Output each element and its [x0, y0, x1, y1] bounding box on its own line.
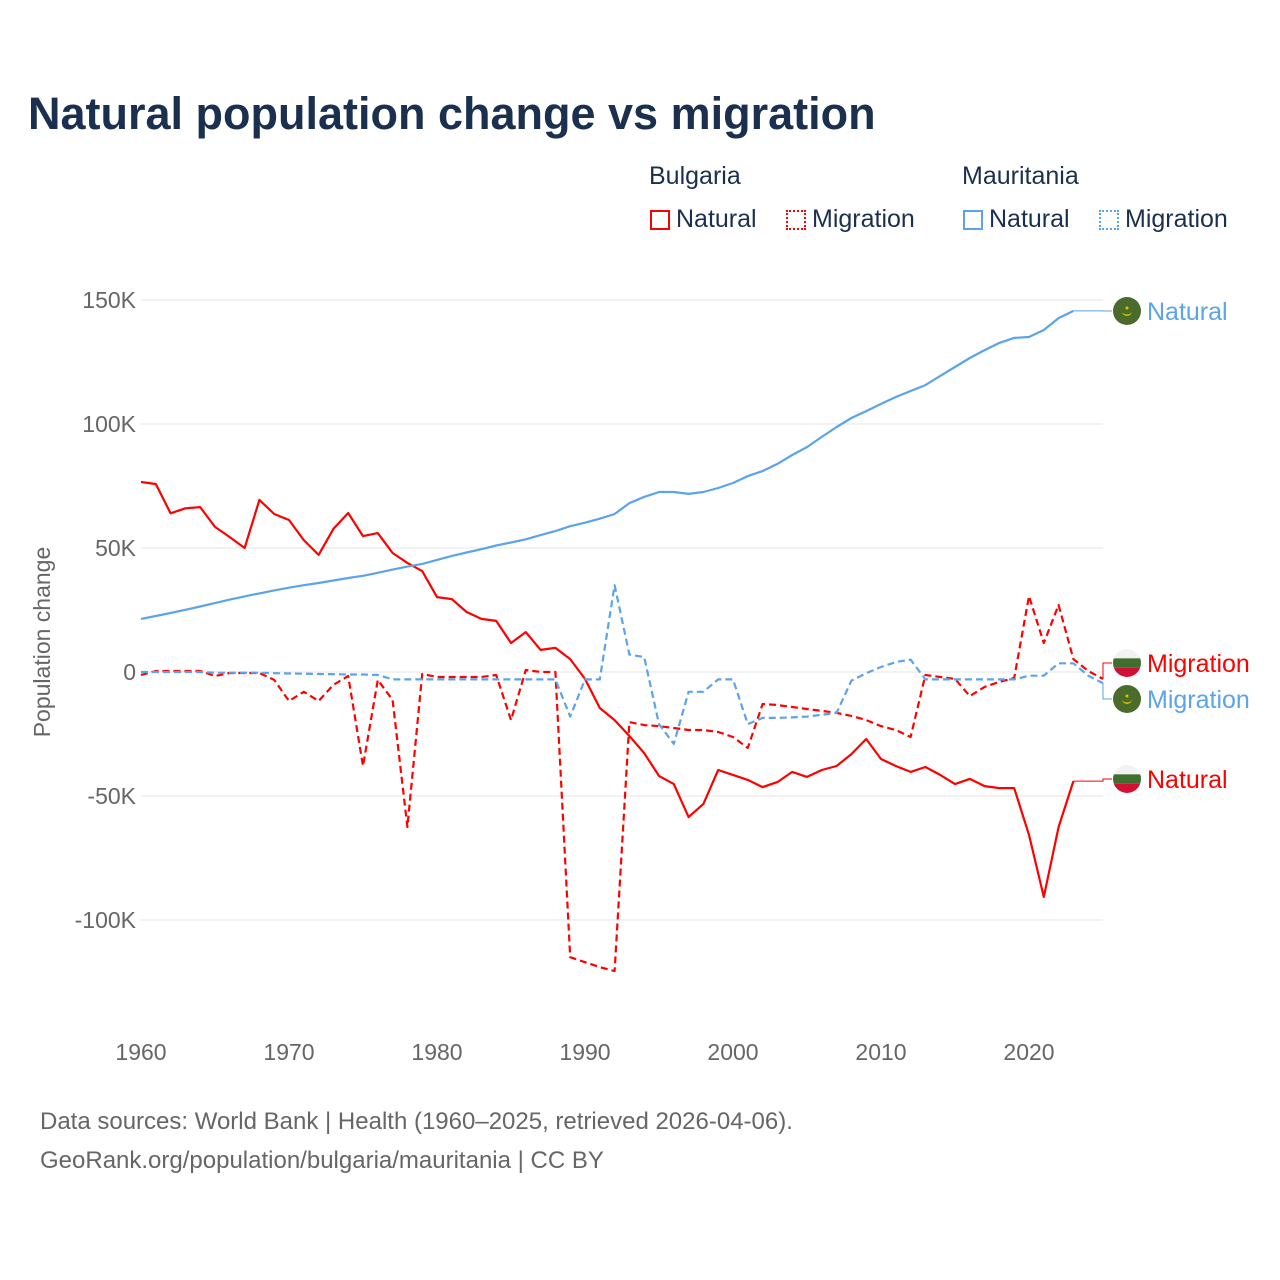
x-tick-label: 1990: [559, 1039, 610, 1065]
flag-crescent: [1122, 699, 1132, 704]
flag-field-green: [1113, 297, 1141, 325]
label-connector: [1102, 662, 1112, 679]
flag-body: [1113, 649, 1141, 677]
flag-crescent: [1122, 311, 1132, 316]
bulgaria-flag-icon: [1113, 765, 1141, 793]
series-line-mau_nat: [140, 309, 1074, 620]
page-title: Natural population change vs migration: [28, 88, 876, 139]
flag-star: [1125, 694, 1129, 698]
footer-url[interactable]: GeoRank.org/population/bulgaria/mauritan…: [40, 1147, 604, 1174]
mauritania-flag-icon: [1113, 685, 1141, 713]
flag-field-green: [1113, 685, 1141, 713]
y-tick-label: 100K: [82, 411, 136, 437]
flag-star: [1125, 306, 1129, 310]
y-tick-label: 150K: [82, 287, 136, 313]
end-label-bul_nat: Natural: [1147, 766, 1228, 794]
x-tick-label: 2010: [855, 1039, 906, 1065]
legend-label: Natural: [989, 205, 1070, 233]
legend-swatch-dotted-red: [786, 209, 806, 230]
legend-item-mauritania-natural[interactable]: Natural: [963, 205, 1070, 234]
series-line-bul_nat: [140, 480, 1075, 898]
footer-sources: Data sources: World Bank | Health (1960–…: [40, 1108, 793, 1135]
legend-group-bulgaria: Bulgaria: [649, 162, 741, 190]
legend-swatch-solid-red: [650, 209, 670, 230]
flag-stripe-red: [1113, 667, 1141, 677]
x-tick-label: 2020: [1003, 1039, 1054, 1065]
end-label-mau_nat: Natural: [1147, 298, 1228, 326]
legend-swatch-dotted-blue: [1099, 209, 1119, 230]
end-label-bul_mig: Migration: [1147, 650, 1250, 678]
y-tick-label: -100K: [75, 907, 137, 933]
flag-body: [1113, 685, 1141, 713]
mauritania-flag-icon: [1113, 297, 1141, 325]
legend-label: Migration: [812, 205, 915, 233]
label-connector: [1102, 683, 1112, 700]
legend-item-bulgaria-natural[interactable]: Natural: [650, 205, 757, 234]
y-axis-label: Population change: [29, 547, 55, 738]
legend-item-bulgaria-migration[interactable]: Migration: [786, 205, 915, 234]
legend-label: Natural: [676, 205, 757, 233]
series-line-mau_mig: [141, 584, 1104, 745]
flag-stripe-white: [1113, 649, 1141, 659]
flag-stripe-white: [1113, 765, 1141, 775]
flag-stripe-green: [1113, 774, 1141, 784]
series-line-bul_mig: [140, 595, 1104, 973]
flag-stripe-red: [1113, 783, 1141, 793]
legend-group-mauritania: Mauritania: [962, 162, 1079, 190]
flag-body: [1113, 297, 1141, 325]
legend-swatch-solid-blue: [963, 209, 983, 230]
y-tick-label: 0: [123, 659, 136, 685]
y-tick-label: -50K: [87, 783, 136, 809]
x-tick-label: 1960: [115, 1039, 166, 1065]
x-tick-label: 1970: [263, 1039, 314, 1065]
label-connector: [1073, 778, 1112, 782]
x-tick-label: 2000: [707, 1039, 758, 1065]
legend-label: Migration: [1125, 205, 1228, 233]
flag-stripe-green: [1113, 658, 1141, 668]
end-label-mau_mig: Migration: [1147, 686, 1250, 714]
legend-item-mauritania-migration[interactable]: Migration: [1099, 205, 1228, 234]
y-tick-label: 50K: [95, 535, 137, 561]
x-tick-label: 1980: [411, 1039, 462, 1065]
flag-body: [1113, 765, 1141, 793]
bulgaria-flag-icon: [1113, 649, 1141, 677]
